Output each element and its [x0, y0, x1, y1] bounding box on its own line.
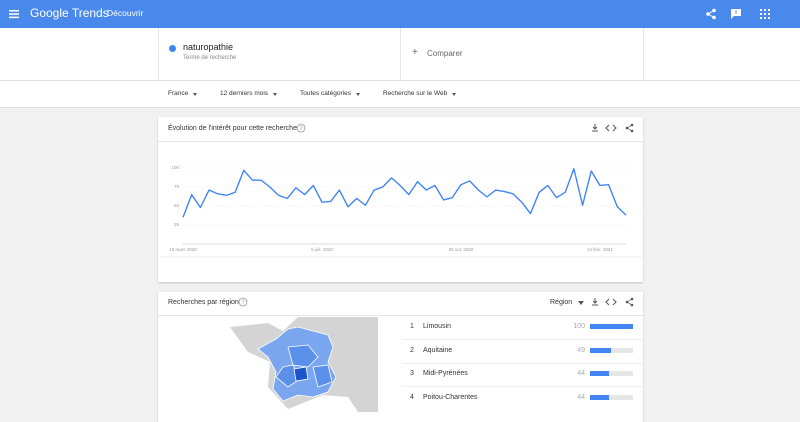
- region-name: Limousin: [423, 323, 452, 330]
- dropdown-arrow[interactable]: [356, 93, 360, 96]
- logo[interactable]: Google Trends: [30, 6, 109, 20]
- bar-track: [590, 371, 633, 376]
- term-subtitle: Terme de recherche: [183, 55, 237, 61]
- bar: [590, 324, 633, 329]
- dropdown-arrow[interactable]: [273, 93, 277, 96]
- compare[interactable]: Comparer: [427, 49, 463, 58]
- dropdown-arrow[interactable]: [577, 300, 585, 306]
- rank: 3: [410, 370, 414, 377]
- card-divider: [158, 141, 643, 142]
- apps-icon[interactable]: [759, 8, 771, 20]
- interest-card: Évolution de l'intérêt pour cette recher…: [158, 117, 643, 282]
- card-divider: [158, 315, 643, 316]
- search-band: naturopathie Terme de recherche + Compar…: [0, 28, 800, 81]
- help-icon[interactable]: ?: [296, 123, 306, 133]
- term-dot: [169, 45, 176, 52]
- menu-icon[interactable]: [8, 8, 20, 20]
- divider: [400, 28, 401, 80]
- series-line: [182, 168, 627, 218]
- help-icon[interactable]: ?: [238, 297, 248, 307]
- bar-track: [590, 394, 633, 400]
- svg-text:?: ?: [241, 300, 245, 306]
- bar-track: [590, 347, 633, 353]
- bar: [590, 371, 609, 376]
- rank: 4: [410, 393, 414, 401]
- rank: 1: [410, 323, 414, 330]
- top-bar: Google Trends Découvrir: [0, 0, 800, 28]
- region-map: [230, 317, 378, 412]
- region-value: 49: [577, 346, 585, 354]
- region-selector[interactable]: Région: [550, 299, 573, 306]
- feedback-icon[interactable]: [730, 8, 742, 20]
- card-actions[interactable]: [590, 123, 638, 133]
- bar: [590, 347, 612, 353]
- search-term[interactable]: naturopathie: [183, 42, 234, 52]
- svg-text:?: ?: [299, 126, 303, 132]
- nav-discover[interactable]: Découvrir: [107, 8, 144, 18]
- filter-dropdown[interactable]: France: [168, 90, 189, 97]
- region-name: Midi-Pyrénées: [423, 370, 468, 377]
- region-list: 1 Limousin 100 2 Aquitaine 49 3 Midi-Pyrénées 44…: [403, 316, 643, 422]
- region-card: Recherches par région ? Région 1 Limousin…: [158, 292, 643, 422]
- x-tick-label: 15 mars 2020: [169, 247, 197, 252]
- filter-bar: France 12 derniers mois Toutes catégories R…: [0, 81, 800, 108]
- row-divider: [403, 339, 643, 340]
- row-divider: [403, 362, 643, 364]
- region-name: Poitou-Charentes: [423, 393, 478, 401]
- y-tick-label: 25: [174, 222, 180, 227]
- filter-dropdown[interactable]: Recherche sur le Web: [383, 90, 448, 97]
- share-icon[interactable]: [705, 8, 717, 20]
- card-title: Évolution de l'intérêt pour cette recher…: [168, 125, 297, 132]
- x-tick-label: 25 oct. 2020: [449, 247, 474, 252]
- rank: 2: [410, 346, 414, 354]
- dropdown-arrow[interactable]: [452, 93, 456, 96]
- x-tick-label: 14 févr. 2021: [587, 247, 614, 252]
- bar: [590, 394, 609, 400]
- y-tick-label: 75: [174, 184, 180, 189]
- region-value: 44: [577, 370, 585, 377]
- y-tick-label: 50: [174, 203, 180, 208]
- region-value: 100: [573, 323, 585, 330]
- filter-dropdown[interactable]: 12 derniers mois: [220, 90, 269, 97]
- plus[interactable]: +: [412, 47, 418, 58]
- line-chart: 25 50 75 100 15 mars 2020 5 juil. 2020 25 oct.…: [158, 165, 643, 258]
- filter-dropdown[interactable]: Toutes catégories: [300, 90, 351, 97]
- row-divider: [403, 386, 643, 387]
- x-tick-label: 5 juil. 2020: [311, 247, 333, 252]
- region-title: Recherches par région: [168, 299, 239, 306]
- card-actions[interactable]: [590, 297, 638, 307]
- y-tick-label: 100: [171, 165, 179, 170]
- region-name: Aquitaine: [423, 346, 453, 354]
- dropdown-arrow[interactable]: [193, 93, 197, 96]
- region-value: 44: [577, 393, 585, 401]
- search-box: naturopathie Terme de recherche + Compar…: [158, 28, 644, 80]
